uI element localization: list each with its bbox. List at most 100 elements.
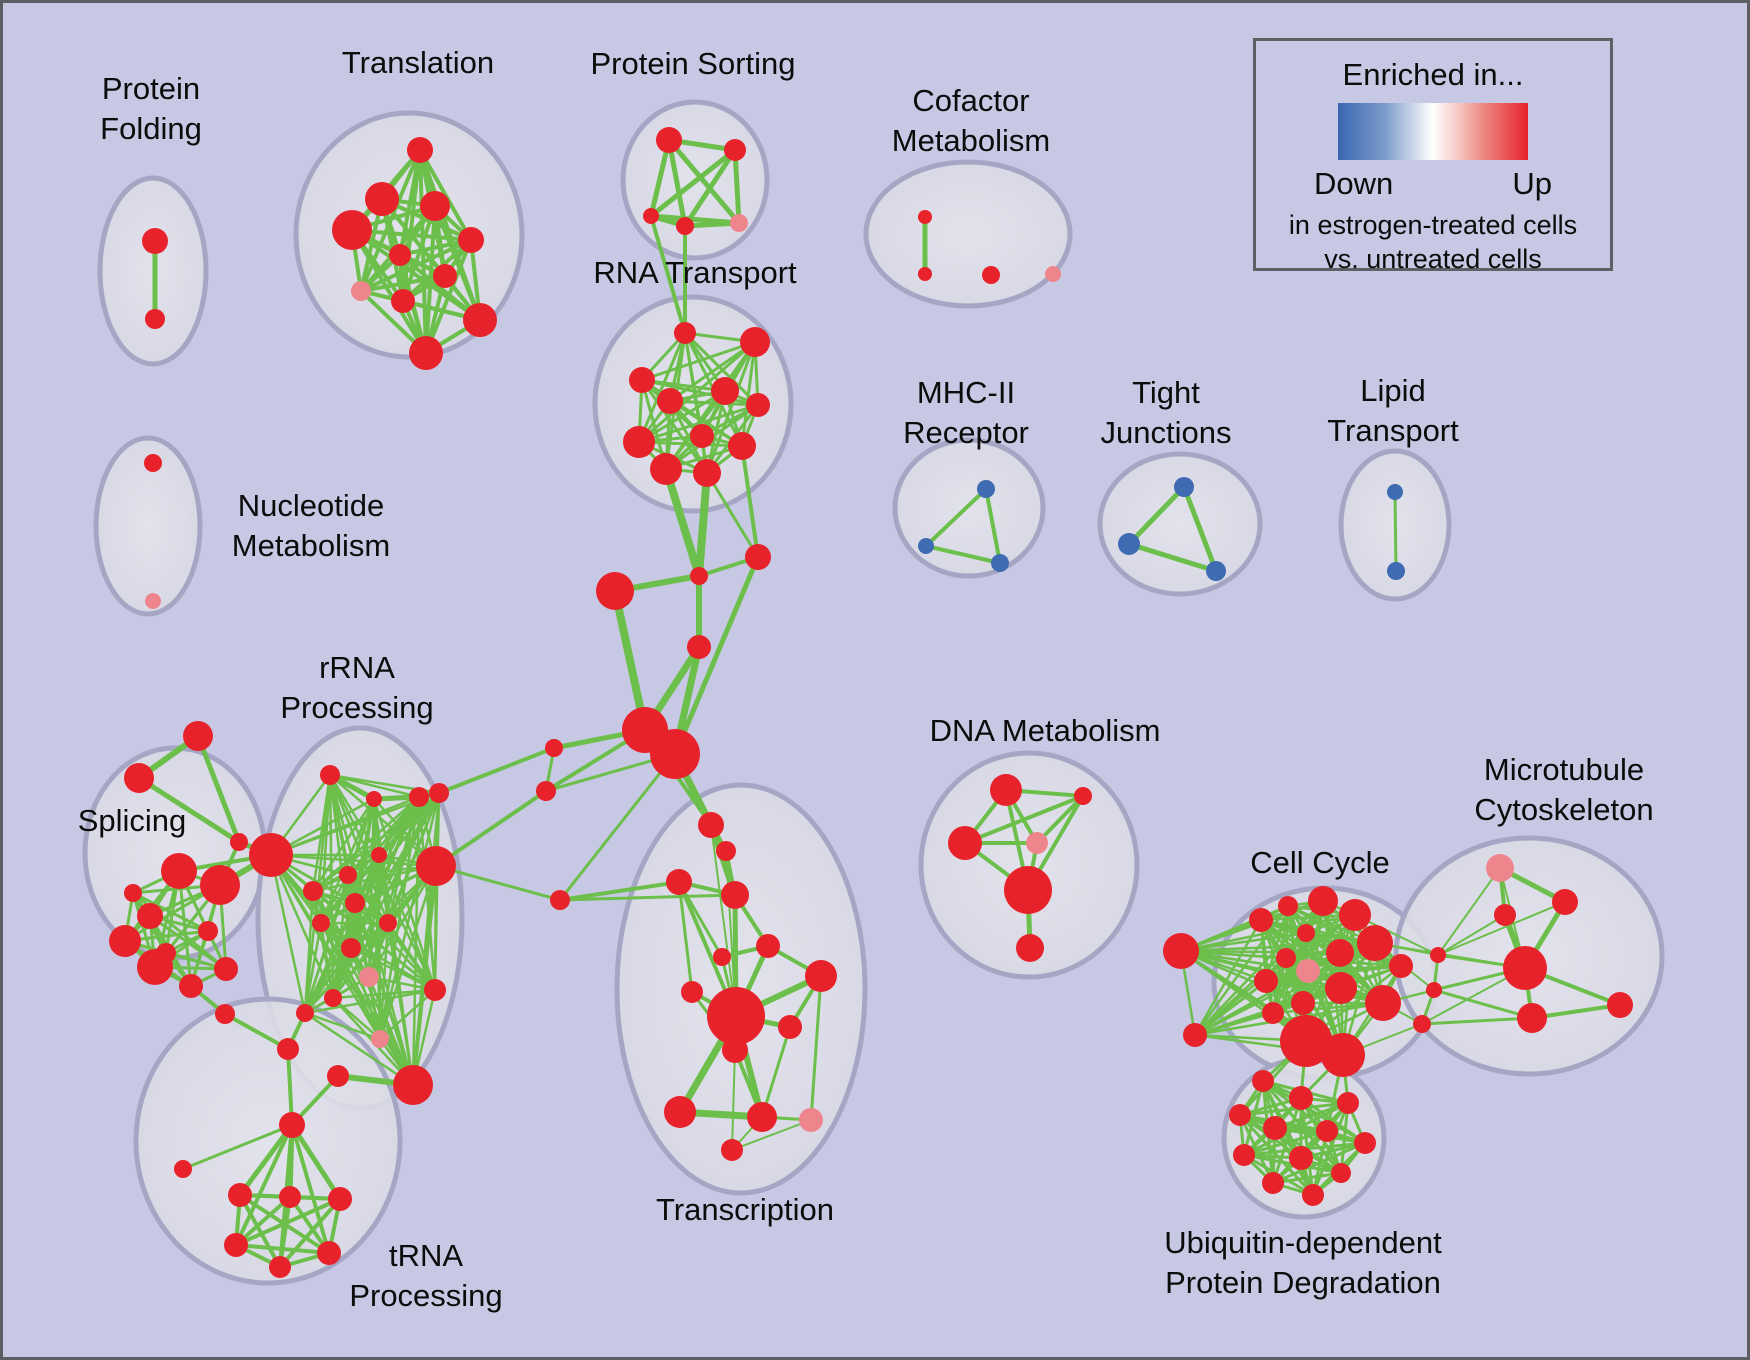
node-tr-4 (458, 227, 484, 253)
labels-layer: Protein Folding Translation Protein Sorting… (78, 45, 1654, 1313)
node-rr-10 (341, 938, 361, 958)
edge-rt (638, 440, 743, 448)
node-inter-3 (687, 635, 711, 659)
node-inter-0 (690, 567, 708, 585)
node-tr-9 (463, 303, 497, 337)
edge-cc (1272, 941, 1376, 1015)
node-mh-1 (918, 538, 934, 554)
node-tx-1 (716, 841, 736, 861)
node-cc-16 (1321, 1033, 1365, 1077)
node-tx-6 (681, 981, 703, 1003)
node-sp-0 (183, 721, 213, 751)
node-cf-3 (1045, 266, 1061, 282)
node-tx-4 (756, 934, 780, 958)
node-nu-1 (145, 593, 161, 609)
node-rt-9 (650, 453, 682, 485)
edge-rt (641, 340, 756, 382)
node-nu-0 (144, 454, 162, 472)
legend-subtitle-line2: vs. untreated cells (1324, 244, 1542, 274)
node-mh-0 (977, 480, 995, 498)
edge-inter (611, 590, 649, 731)
cluster-label-cf: Metabolism (892, 123, 1051, 158)
node-tx-8 (707, 987, 765, 1045)
edge-ps (666, 139, 688, 227)
node-mt-1 (1552, 889, 1578, 915)
edge-inter (435, 864, 561, 902)
node-rt-6 (690, 424, 714, 448)
edge-sp (195, 735, 242, 843)
edge-rr (328, 774, 381, 856)
node-inter-6 (545, 739, 563, 757)
node-rr-7 (345, 893, 365, 913)
node-tn-7 (328, 1187, 352, 1211)
edge-tr (398, 253, 482, 322)
node-ub-0 (1252, 1070, 1274, 1092)
node-lt-1 (1387, 562, 1405, 580)
node-ub-9 (1331, 1163, 1351, 1183)
cluster-label-ub: Protein Degradation (1165, 1265, 1441, 1300)
edge-ps (648, 139, 672, 217)
node-rt-1 (740, 327, 770, 357)
edge-sp (137, 775, 241, 845)
node-rr-16 (429, 783, 449, 803)
edge-ub (1243, 1129, 1328, 1157)
node-dm-3 (1026, 832, 1048, 854)
node-rr-4 (371, 847, 387, 863)
edge-rr (304, 1011, 381, 1041)
edge-rt (641, 378, 759, 407)
edge-rt (637, 332, 687, 443)
legend-gradient-bar (1338, 103, 1528, 160)
edge-tn (182, 1123, 293, 1171)
node-sp-5 (137, 903, 163, 929)
edge-inter (695, 472, 711, 577)
node-ps-3 (676, 217, 694, 235)
cluster-label-tx: Transcription (656, 1192, 834, 1227)
edge-mh (925, 544, 1001, 565)
cluster-label-mh: MHC-II (917, 375, 1015, 410)
node-tx-3 (721, 881, 749, 909)
node-cc-11 (1357, 925, 1393, 961)
cluster-label-pf: Protein (102, 71, 200, 106)
node-cf-1 (918, 267, 932, 281)
node-sp-2 (230, 833, 248, 851)
edge-tx (760, 1026, 792, 1118)
node-tj-2 (1206, 561, 1226, 581)
edge-rr (367, 792, 441, 978)
edge-rr (312, 792, 440, 892)
edge-dm (964, 794, 1084, 845)
node-tx-9 (778, 1015, 802, 1039)
cluster-label-nu: Metabolism (232, 528, 391, 563)
node-tr-8 (391, 289, 415, 313)
edge-tn (289, 1123, 343, 1201)
legend-up-label: Up (1512, 166, 1552, 201)
nodes-layer (109, 127, 1633, 1278)
edge-rr (303, 922, 323, 1014)
edge-mt (1437, 914, 1506, 956)
node-pf-0 (142, 228, 168, 254)
node-inter-7 (536, 781, 556, 801)
cluster-label-lt: Transport (1327, 413, 1459, 448)
edge-tr (418, 149, 473, 241)
edge-cc (1194, 1001, 1384, 1037)
edge-rr (303, 902, 357, 1014)
edge-ps (732, 149, 742, 224)
edge-rt (669, 399, 759, 407)
cluster-ellipse-tj-0 (1097, 451, 1263, 597)
edge-mt (1421, 1016, 1533, 1026)
node-tr-7 (351, 281, 371, 301)
cluster-label-tj: Junctions (1101, 415, 1232, 450)
edge-tn (235, 1197, 341, 1247)
node-tj-0 (1174, 477, 1194, 497)
edge-cc (1259, 919, 1275, 1014)
edge-tr (350, 228, 428, 355)
edge-mh (984, 488, 1002, 564)
edge-mt (1433, 988, 1533, 1020)
edge-tn (278, 1197, 342, 1269)
cluster-ellipse-cf-0 (863, 159, 1073, 309)
node-rt-4 (711, 377, 739, 405)
node-rr-17 (416, 846, 456, 886)
node-tx-12 (747, 1102, 777, 1132)
edge-rr (311, 798, 376, 892)
legend-subtitle-line1: in estrogen-treated cells (1288, 210, 1578, 240)
